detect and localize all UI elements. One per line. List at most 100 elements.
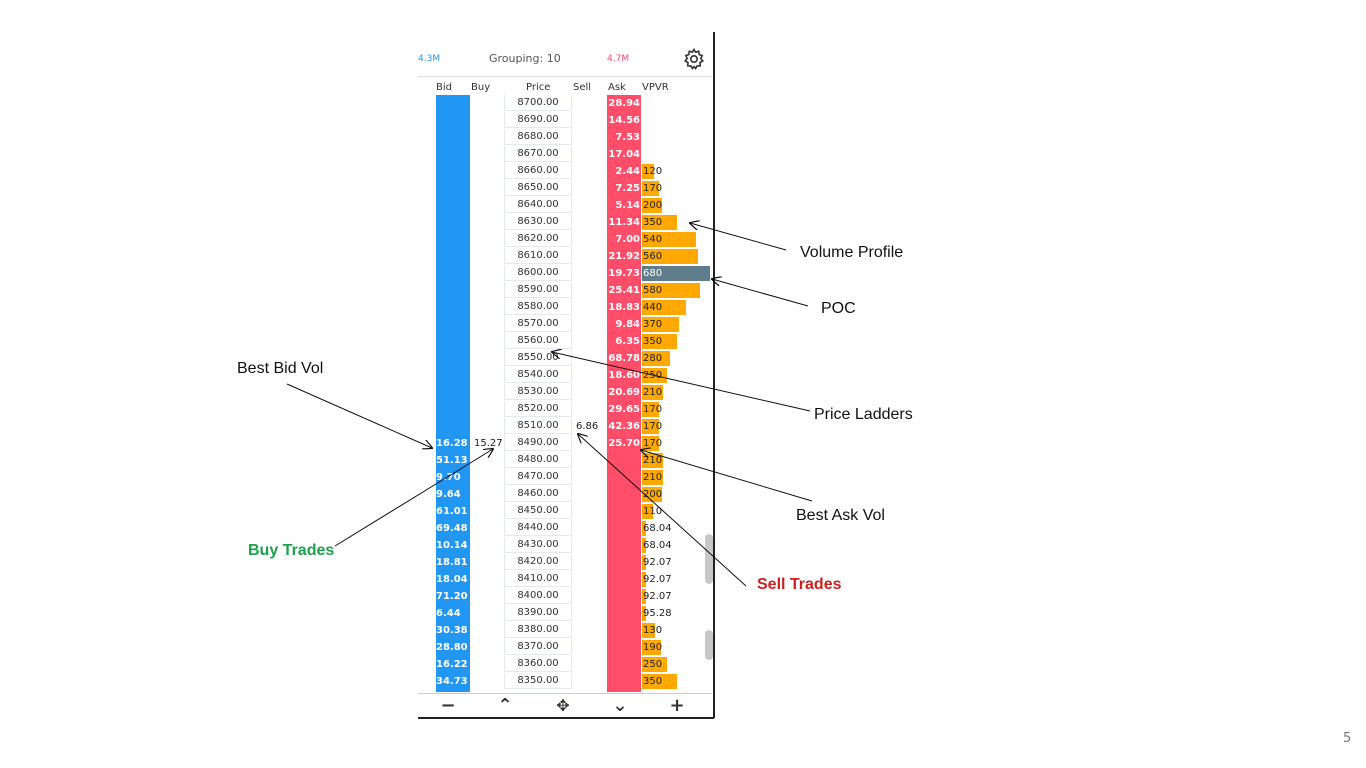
bid-volume: 10.14 bbox=[436, 540, 468, 551]
volume-profile-value: 370 bbox=[643, 319, 663, 330]
ask-volume: 18.60 bbox=[608, 370, 640, 381]
price-cell[interactable]: 8630.00 bbox=[504, 214, 572, 230]
price-cell[interactable]: 8680.00 bbox=[504, 129, 572, 145]
volume-profile-bar bbox=[642, 164, 654, 179]
header-divider bbox=[418, 76, 712, 77]
volume-profile-bar bbox=[642, 249, 698, 264]
bid-volume: 61.01 bbox=[436, 506, 468, 517]
price-cell[interactable]: 8640.00 bbox=[504, 197, 572, 213]
price-cell[interactable]: 8690.00 bbox=[504, 112, 572, 128]
volume-profile-value: 170 bbox=[643, 421, 663, 432]
price-cell[interactable]: 8510.00 bbox=[504, 418, 572, 434]
scrollbar-handle[interactable] bbox=[705, 534, 713, 584]
ask-volume: 68.78 bbox=[608, 353, 640, 364]
volume-profile-bar bbox=[642, 657, 667, 672]
center-button[interactable]: ✥ bbox=[556, 696, 570, 715]
volume-profile-value: 92.07 bbox=[643, 574, 672, 585]
zoom-in-button[interactable]: + bbox=[669, 695, 685, 716]
ask-volume: 42.36 bbox=[608, 421, 640, 432]
price-cell[interactable]: 8620.00 bbox=[504, 231, 572, 247]
price-cell[interactable]: 8470.00 bbox=[504, 469, 572, 485]
collapse-handle[interactable] bbox=[705, 630, 713, 660]
volume-profile-value: 200 bbox=[643, 200, 663, 211]
price-cell[interactable]: 8600.00 bbox=[504, 265, 572, 281]
price-cell[interactable]: 8650.00 bbox=[504, 180, 572, 196]
bid-volume: 51.13 bbox=[436, 455, 468, 466]
ask-volume: 6.35 bbox=[615, 336, 640, 347]
volume-profile-value: 68.04 bbox=[643, 540, 672, 551]
price-cell[interactable]: 8450.00 bbox=[504, 503, 572, 519]
price-cell[interactable]: 8380.00 bbox=[504, 622, 572, 638]
volume-profile-bar bbox=[642, 674, 677, 689]
volume-profile-value: 92.07 bbox=[643, 591, 672, 602]
volume-profile-bar bbox=[642, 215, 677, 230]
volume-profile-bar bbox=[642, 181, 659, 196]
gear-icon[interactable] bbox=[682, 47, 706, 71]
column-header-price: Price bbox=[526, 82, 551, 93]
price-cell[interactable]: 8550.00 bbox=[504, 350, 572, 366]
volume-profile-bar bbox=[642, 589, 646, 604]
price-cell[interactable]: 8360.00 bbox=[504, 656, 572, 672]
bid-volume: 9.64 bbox=[436, 489, 461, 500]
ask-volume: 19.73 bbox=[608, 268, 640, 279]
ask-volume: 28.94 bbox=[608, 98, 640, 109]
sell-trade-value: 6.86 bbox=[576, 421, 599, 432]
price-cell[interactable]: 8480.00 bbox=[504, 452, 572, 468]
ask-volume: 25.70 bbox=[608, 438, 640, 449]
ask-volume: 11.34 bbox=[608, 217, 640, 228]
volume-profile-bar bbox=[642, 317, 679, 332]
price-cell[interactable]: 8670.00 bbox=[504, 146, 572, 162]
annotation-best-bid-vol: Best Bid Vol bbox=[237, 360, 324, 377]
volume-profile-value: 210 bbox=[643, 472, 663, 483]
price-cell[interactable]: 8700.00 bbox=[504, 95, 572, 111]
panel-border-bottom bbox=[418, 717, 714, 719]
buy-trade-value: 15.27 bbox=[474, 438, 503, 449]
ask-volume: 7.53 bbox=[615, 132, 640, 143]
price-cell[interactable]: 8370.00 bbox=[504, 639, 572, 655]
price-cell[interactable]: 8590.00 bbox=[504, 282, 572, 298]
volume-profile-value: 350 bbox=[643, 676, 663, 687]
price-cell[interactable]: 8420.00 bbox=[504, 554, 572, 570]
scroll-down-button[interactable]: ⌄ bbox=[612, 695, 628, 716]
bid-volume: 28.80 bbox=[436, 642, 468, 653]
scroll-up-button[interactable]: ⌃ bbox=[497, 695, 513, 716]
slide-page-number: 5 bbox=[1343, 731, 1352, 746]
price-cell[interactable]: 8520.00 bbox=[504, 401, 572, 417]
volume-profile-bar bbox=[642, 640, 661, 655]
annotation-poc: POC bbox=[821, 300, 856, 317]
volume-profile-value: 130 bbox=[643, 625, 663, 636]
volume-profile-value: 95.28 bbox=[643, 608, 672, 619]
panel-border bbox=[713, 32, 715, 718]
bid-volume: 71.20 bbox=[436, 591, 468, 602]
volume-profile-value: 580 bbox=[643, 285, 663, 296]
volume-profile-value: 350 bbox=[643, 336, 663, 347]
price-cell[interactable]: 8530.00 bbox=[504, 384, 572, 400]
price-cell[interactable]: 8400.00 bbox=[504, 588, 572, 604]
price-cell[interactable]: 8490.00 bbox=[504, 435, 572, 451]
column-header-vpvr: VPVR bbox=[642, 82, 669, 93]
ask-volume: 21.92 bbox=[608, 251, 640, 262]
price-cell[interactable]: 8350.00 bbox=[504, 673, 572, 689]
annotation-volume-profile: Volume Profile bbox=[800, 244, 904, 261]
price-cell[interactable]: 8560.00 bbox=[504, 333, 572, 349]
price-cell[interactable]: 8610.00 bbox=[504, 248, 572, 264]
price-cell[interactable]: 8410.00 bbox=[504, 571, 572, 587]
price-cell[interactable]: 8660.00 bbox=[504, 163, 572, 179]
price-cell[interactable]: 8580.00 bbox=[504, 299, 572, 315]
volume-profile-bar bbox=[642, 283, 700, 298]
price-cell[interactable]: 8460.00 bbox=[504, 486, 572, 502]
ask-volume: 7.25 bbox=[615, 183, 640, 194]
volume-profile-bar bbox=[642, 623, 655, 638]
price-cell[interactable]: 8540.00 bbox=[504, 367, 572, 383]
volume-profile-bar bbox=[642, 300, 686, 315]
price-cell[interactable]: 8430.00 bbox=[504, 537, 572, 553]
column-header-ask: Ask bbox=[608, 82, 626, 93]
grouping-label[interactable]: Grouping: 10 bbox=[489, 52, 561, 65]
price-cell[interactable]: 8390.00 bbox=[504, 605, 572, 621]
price-cell[interactable]: 8570.00 bbox=[504, 316, 572, 332]
zoom-out-button[interactable]: − bbox=[440, 695, 456, 716]
price-cell[interactable]: 8440.00 bbox=[504, 520, 572, 536]
volume-profile-value: 210 bbox=[643, 455, 663, 466]
volume-profile-value: 68.04 bbox=[643, 523, 672, 534]
bid-total: 4.3M bbox=[418, 54, 441, 64]
